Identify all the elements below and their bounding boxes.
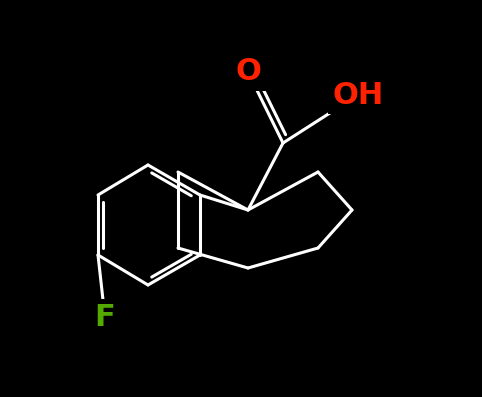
Text: F: F	[94, 303, 115, 333]
Text: OH: OH	[333, 81, 384, 110]
Text: O: O	[235, 58, 261, 87]
